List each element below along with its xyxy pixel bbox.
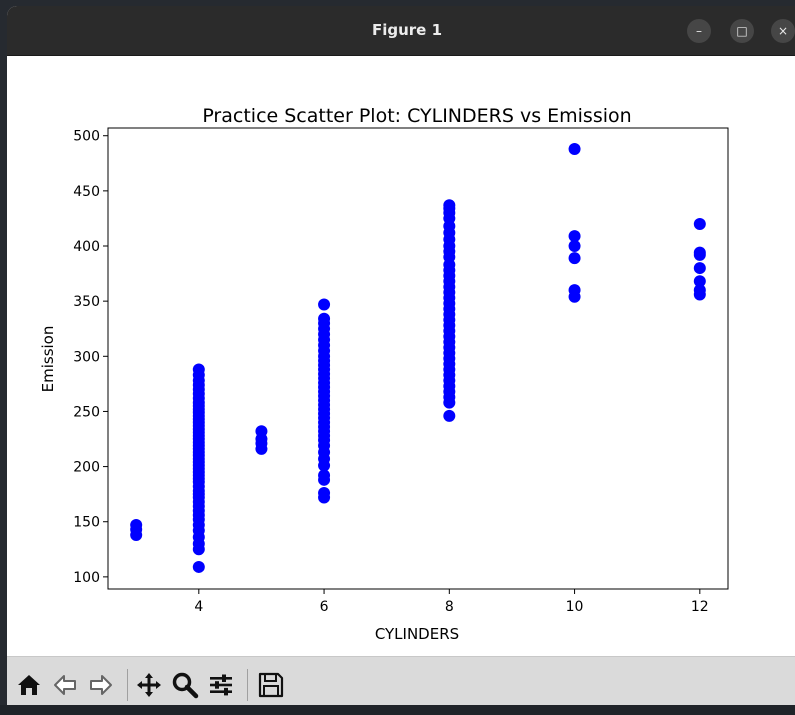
- toolbar-separator: [127, 669, 128, 701]
- x-tick-label: 8: [445, 599, 454, 615]
- scatter-point: [318, 298, 331, 311]
- scatter-point: [693, 217, 706, 230]
- scatter-chart: Practice Scatter Plot: CYLINDERS vs Emis…: [39, 105, 729, 643]
- scatter-point: [443, 409, 456, 422]
- scatter-point: [568, 284, 581, 297]
- figure-canvas[interactable]: Practice Scatter Plot: CYLINDERS vs Emis…: [7, 56, 795, 658]
- title-bar[interactable]: Figure 1 – □ ×: [7, 6, 795, 56]
- close-button[interactable]: ×: [771, 19, 795, 43]
- home-icon[interactable]: [15, 671, 43, 699]
- scatter-point: [192, 560, 205, 573]
- scatter-point: [318, 487, 331, 500]
- scatter-point: [568, 240, 581, 253]
- scatter-point: [568, 230, 581, 243]
- x-tick-label: 12: [691, 599, 709, 615]
- y-tick-label: 500: [73, 129, 100, 145]
- scatter-point: [255, 425, 268, 438]
- scatter-point: [568, 252, 581, 265]
- configure-subplots-icon[interactable]: [207, 671, 235, 699]
- forward-icon[interactable]: [87, 671, 115, 699]
- minimize-button[interactable]: –: [687, 19, 711, 43]
- toolbar-separator: [247, 669, 248, 701]
- scatter-point: [318, 312, 331, 325]
- x-tick-label: 10: [566, 599, 584, 615]
- y-tick-label: 300: [73, 349, 100, 365]
- y-axis-ticks: 100 150 200 250 300 350 400 450 500: [73, 129, 108, 586]
- pan-icon[interactable]: [135, 671, 163, 699]
- y-tick-label: 150: [73, 515, 100, 531]
- save-icon[interactable]: [257, 671, 285, 699]
- y-tick-label: 250: [73, 404, 100, 420]
- y-tick-label: 200: [73, 460, 100, 476]
- window-title: Figure 1: [371, 21, 443, 39]
- scatter-point: [693, 246, 706, 259]
- y-tick-label: 400: [73, 239, 100, 255]
- y-tick-label: 100: [73, 570, 100, 586]
- maximize-button[interactable]: □: [730, 19, 754, 43]
- x-axis-label: CYLINDERS: [375, 625, 459, 643]
- scatter-point: [693, 275, 706, 288]
- scatter-point: [693, 262, 706, 275]
- chart-title: Practice Scatter Plot: CYLINDERS vs Emis…: [202, 105, 631, 127]
- scatter-point: [693, 284, 706, 297]
- plot-frame: [107, 127, 729, 590]
- scatter-point: [443, 199, 456, 212]
- scatter-point: [568, 142, 581, 155]
- back-icon[interactable]: [51, 671, 79, 699]
- y-tick-label: 450: [73, 184, 100, 200]
- scatter-point: [192, 363, 205, 376]
- x-axis-ticks: 4 6 8 10 12: [194, 589, 709, 615]
- figure-window: Figure 1 – □ × Practice Scatter Plot: CY…: [7, 6, 795, 715]
- data-points: [130, 142, 706, 573]
- background-terminal-strip: [0, 705, 795, 715]
- scatter-point: [318, 469, 331, 482]
- x-tick-label: 4: [194, 599, 203, 615]
- scatter-point: [130, 519, 143, 532]
- y-axis-label: Emission: [39, 326, 57, 393]
- y-tick-label: 350: [73, 294, 100, 310]
- x-tick-label: 6: [320, 599, 329, 615]
- zoom-icon[interactable]: [171, 671, 199, 699]
